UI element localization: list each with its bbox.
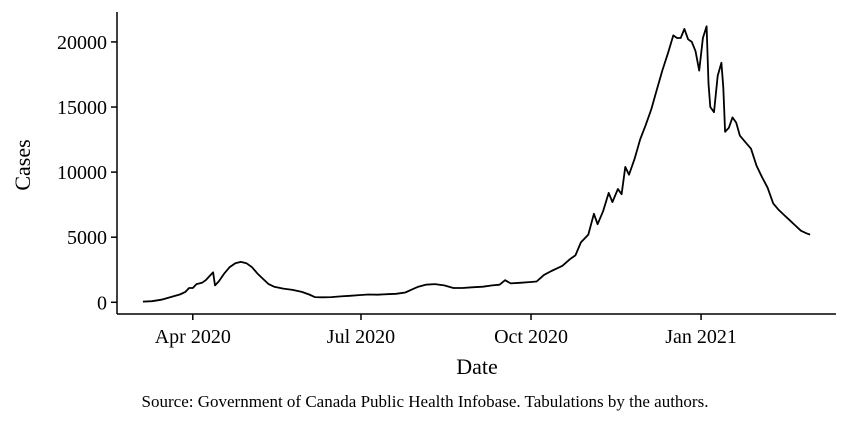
y-axis-title: Cases <box>10 139 35 190</box>
y-tick-label: 15000 <box>57 97 107 119</box>
x-axis-ticks: Apr 2020 Jul 2020 Oct 2020 Jan 2021 <box>155 314 737 348</box>
plot-area: 0 5000 10000 15000 20000 Apr 2020 Jul 2020 Oct… <box>57 12 836 348</box>
y-tick-label: 0 <box>97 292 107 314</box>
cases-line <box>142 25 811 303</box>
x-tick-label: Jan 2021 <box>665 326 737 348</box>
x-tick-label: Oct 2020 <box>494 326 568 348</box>
y-tick-label: 20000 <box>57 32 107 54</box>
chart: 0 5000 10000 15000 20000 Apr 2020 Jul 2020 Oct… <box>10 12 836 379</box>
x-axis-title: Date <box>456 354 498 379</box>
y-tick-label: 5000 <box>67 227 107 249</box>
y-tick-label: 10000 <box>57 162 107 184</box>
x-tick-label: Apr 2020 <box>155 326 231 348</box>
source-note: Source: Government of Canada Public Heal… <box>141 392 709 411</box>
y-axis-ticks: 0 5000 10000 15000 20000 <box>57 32 117 314</box>
x-tick-label: Jul 2020 <box>327 326 395 348</box>
